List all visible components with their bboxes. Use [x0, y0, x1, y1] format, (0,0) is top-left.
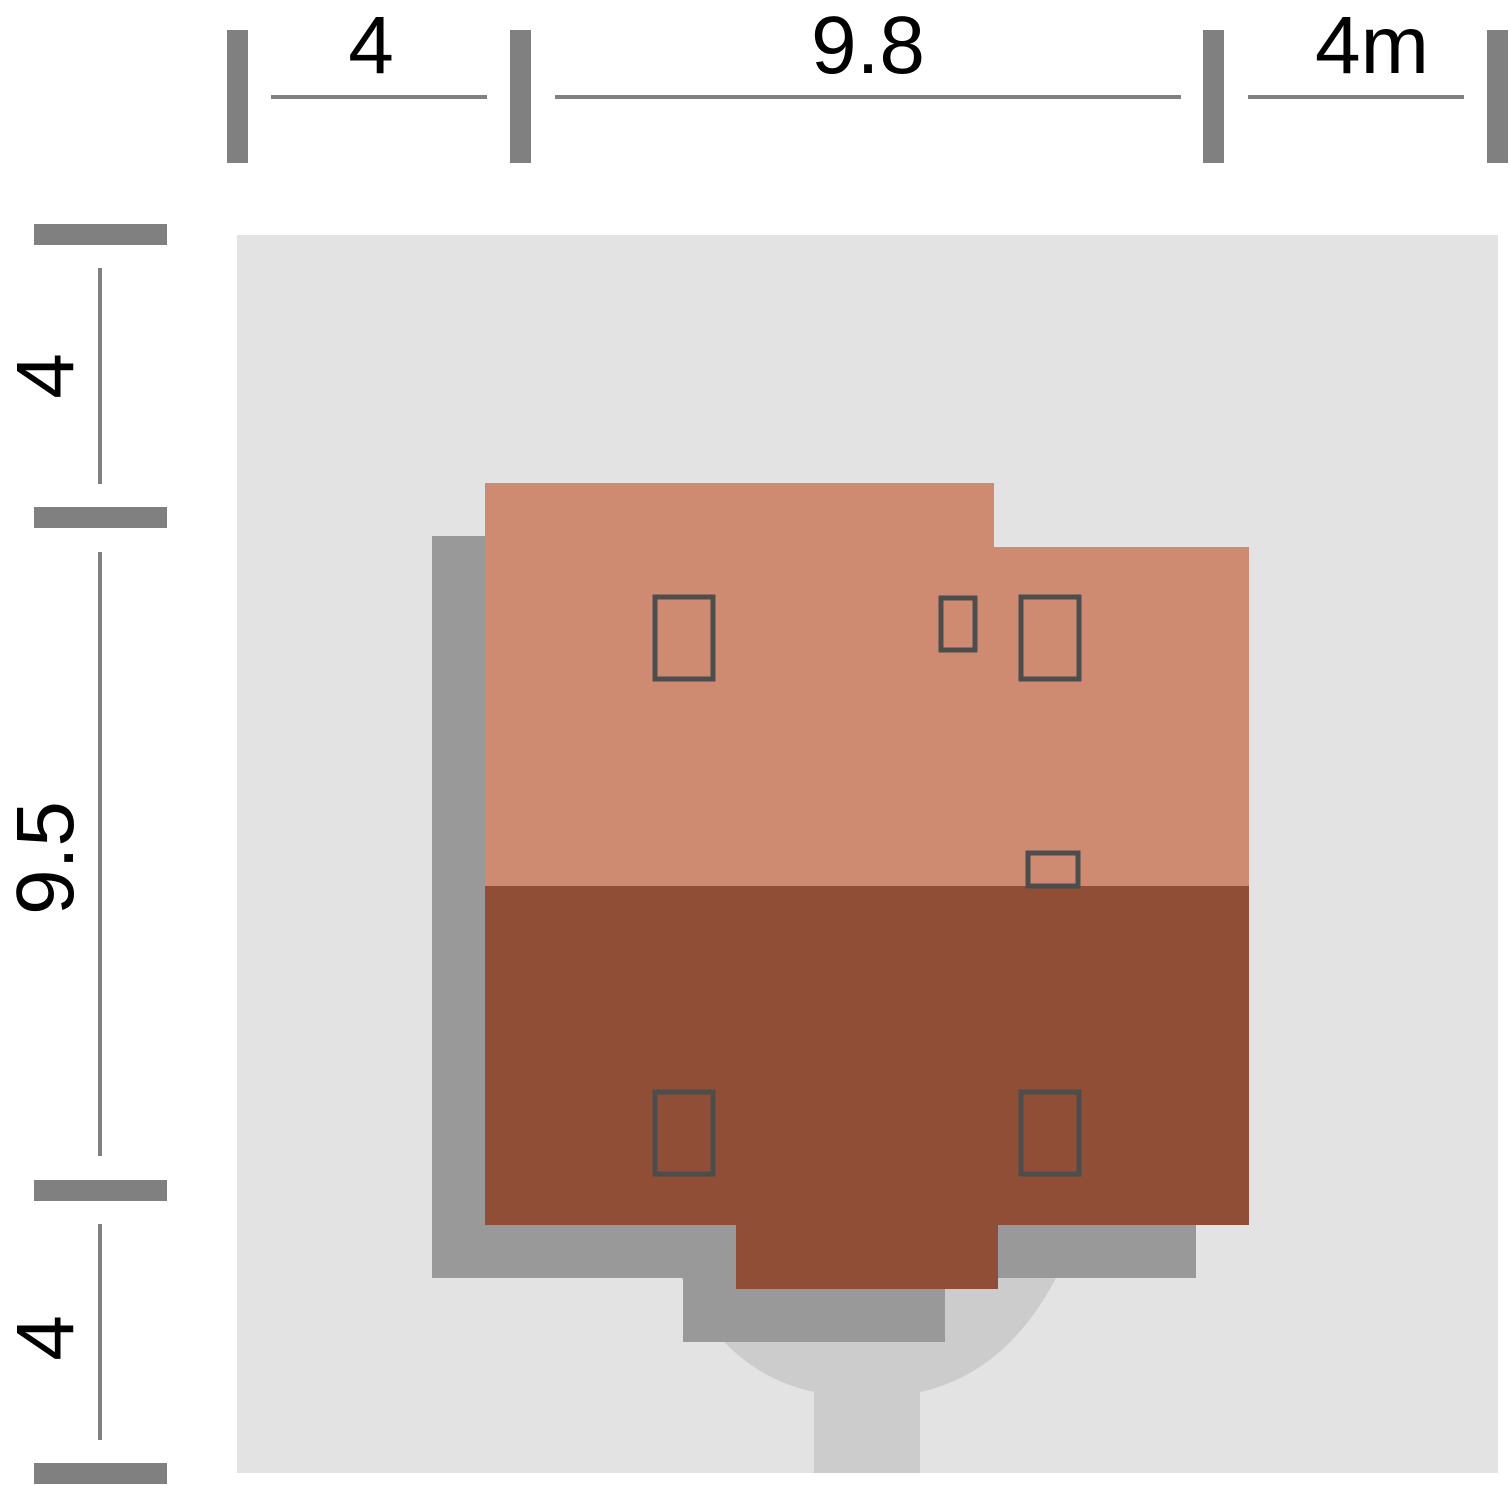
- building-shadow: [432, 536, 1196, 1342]
- dimension-tick: [1203, 30, 1224, 163]
- dimension-line: [1248, 95, 1464, 99]
- dimension-label-left-top: 4: [0, 353, 91, 399]
- dimension-tick: [510, 30, 531, 163]
- dimension-line: [98, 268, 102, 484]
- roof-window: [652, 1089, 716, 1177]
- dimension-label-left-middle: 9.5: [0, 801, 91, 915]
- dimension-line: [98, 552, 102, 1156]
- roof-window-small: [938, 595, 978, 653]
- dimension-tick: [34, 1180, 167, 1201]
- dimension-tick: [34, 507, 167, 528]
- dimension-label-top-right: 4m: [1315, 0, 1429, 91]
- dimension-label-top-left: 4: [348, 0, 394, 91]
- dimension-tick: [34, 224, 167, 245]
- dimension-tick: [34, 1463, 167, 1484]
- dimension-line: [555, 95, 1181, 99]
- roof-vent: [1025, 850, 1081, 889]
- roof-lower: [485, 886, 1249, 1289]
- dimension-line: [98, 1224, 102, 1440]
- roof-upper: [485, 483, 1249, 887]
- roof-window: [1018, 594, 1082, 682]
- dimension-label-left-bottom: 4: [0, 1315, 91, 1361]
- top-dimension: [227, 30, 1508, 163]
- dimension-line: [271, 95, 487, 99]
- roof-window: [652, 594, 716, 682]
- dimension-tick: [227, 30, 248, 163]
- roof-window: [1018, 1089, 1082, 1177]
- left-dimension: [34, 224, 167, 1484]
- dimension-label-top-middle: 9.8: [811, 0, 925, 91]
- dimension-tick: [1487, 30, 1508, 163]
